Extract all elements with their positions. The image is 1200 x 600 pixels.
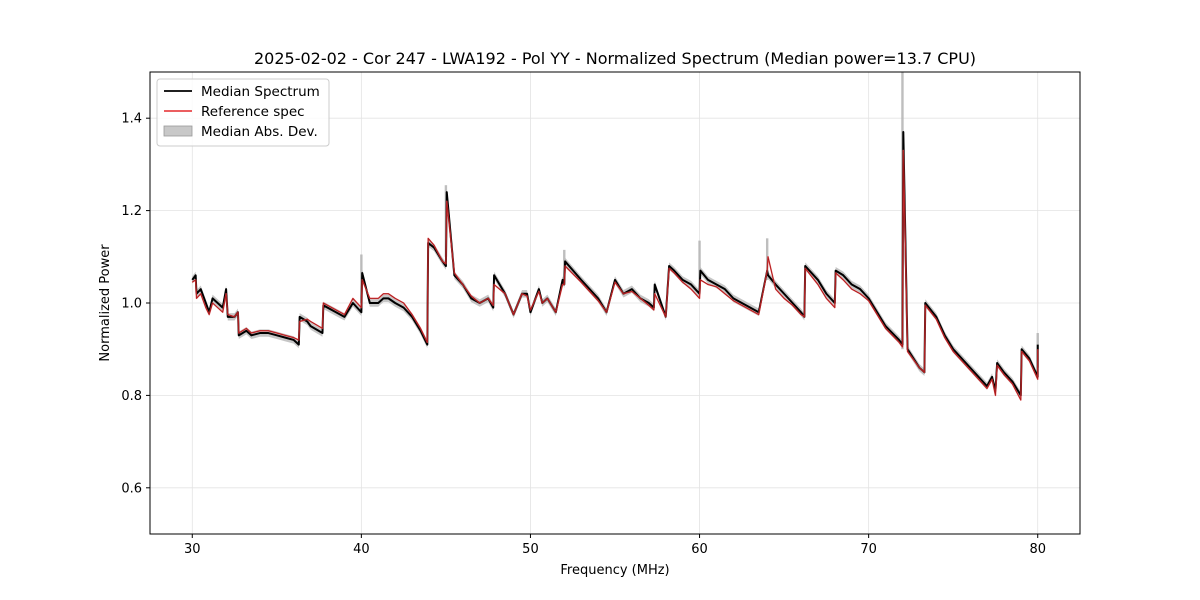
x-tick-label: 60: [691, 542, 708, 557]
mad-band-area: [192, 128, 1038, 400]
legend-mad-label: Median Abs. Dev.: [201, 124, 318, 140]
y-tick-label: 1.4: [121, 112, 142, 127]
legend: Median Spectrum Reference spec Median Ab…: [156, 78, 330, 147]
reference-spectrum-line: [191, 149, 1039, 401]
legend-box: [156, 78, 330, 147]
mad-band-spike: [698, 240, 701, 290]
chart-title: 2025-02-02 - Cor 247 - LWA192 - Pol YY -…: [254, 49, 976, 68]
legend-reference-label: Reference spec: [201, 104, 305, 120]
y-axis-ticks: 0.6 0.8 1.0 1.2 1.4: [121, 112, 150, 496]
overlap-shade-line: [192, 150, 1039, 401]
legend-mad-swatch: [163, 125, 193, 137]
x-tick-label: 40: [353, 542, 370, 557]
series-lines-layer: [191, 131, 1039, 401]
x-axis-label: Frequency (MHz): [560, 563, 669, 578]
x-tick-label: 80: [1029, 542, 1046, 557]
x-tick-label: 30: [184, 542, 201, 557]
y-tick-label: 0.8: [121, 389, 142, 404]
legend-median-label: Median Spectrum: [201, 84, 320, 100]
y-axis-label: Normalized Power: [98, 244, 113, 362]
y-tick-label: 1.0: [121, 297, 142, 312]
x-tick-label: 70: [860, 542, 877, 557]
x-axis-ticks: 30 40 50 60 70 80: [184, 534, 1046, 557]
x-tick-label: 50: [522, 542, 539, 557]
y-tick-label: 0.6: [121, 481, 142, 496]
y-tick-label: 1.2: [121, 204, 142, 219]
